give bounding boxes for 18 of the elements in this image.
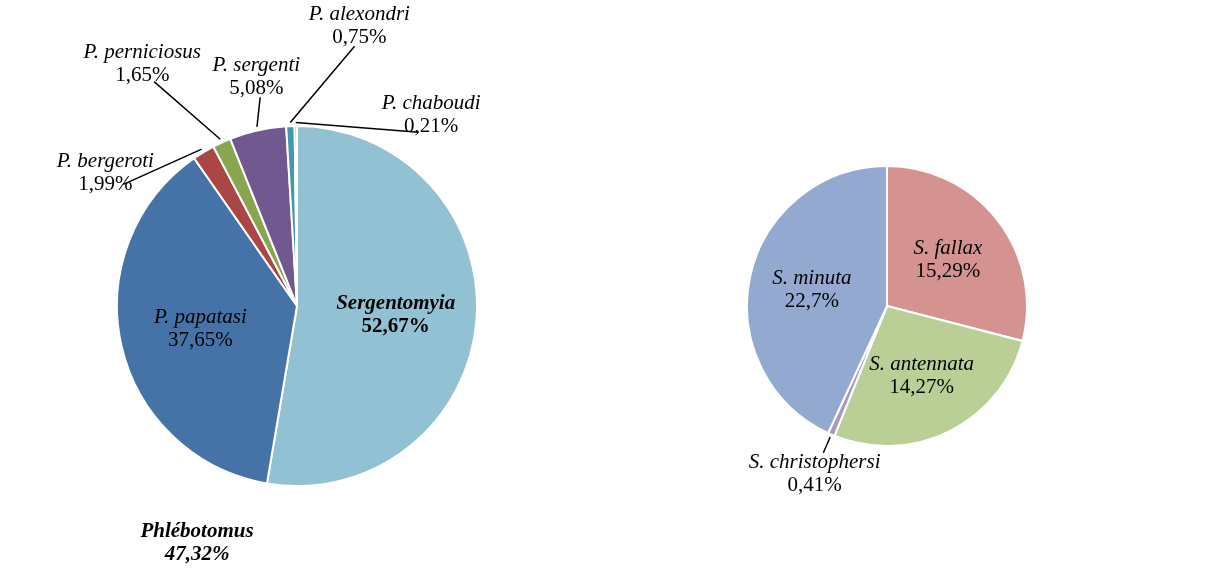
slice-label: Sergentomyia	[336, 290, 456, 315]
data-label: 0,75%	[332, 23, 387, 48]
slice-label: P. papatasi	[152, 303, 248, 328]
slice-label: P. sergenti	[211, 51, 301, 76]
slice-label: P. bergeroti	[55, 147, 155, 172]
slice-label: P. chaboudi	[380, 90, 481, 115]
text: Phlébotomus 47,32%	[139, 518, 254, 565]
slice-label: S. fallax	[913, 234, 983, 259]
data-label: 22,7%	[784, 288, 839, 313]
slice-label: P. perniciosus	[82, 39, 201, 64]
slice-label: S. minuta	[772, 265, 852, 290]
data-label: 52,67%	[361, 313, 430, 338]
slice-label: P. alexondri	[307, 0, 411, 25]
slice-label: S. christophersi	[748, 448, 881, 473]
slice-label: S. antennata	[869, 350, 975, 375]
data-label: 0,21%	[404, 113, 459, 138]
data-label: 14,27%	[889, 373, 954, 398]
data-label: 1,65%	[115, 62, 170, 87]
